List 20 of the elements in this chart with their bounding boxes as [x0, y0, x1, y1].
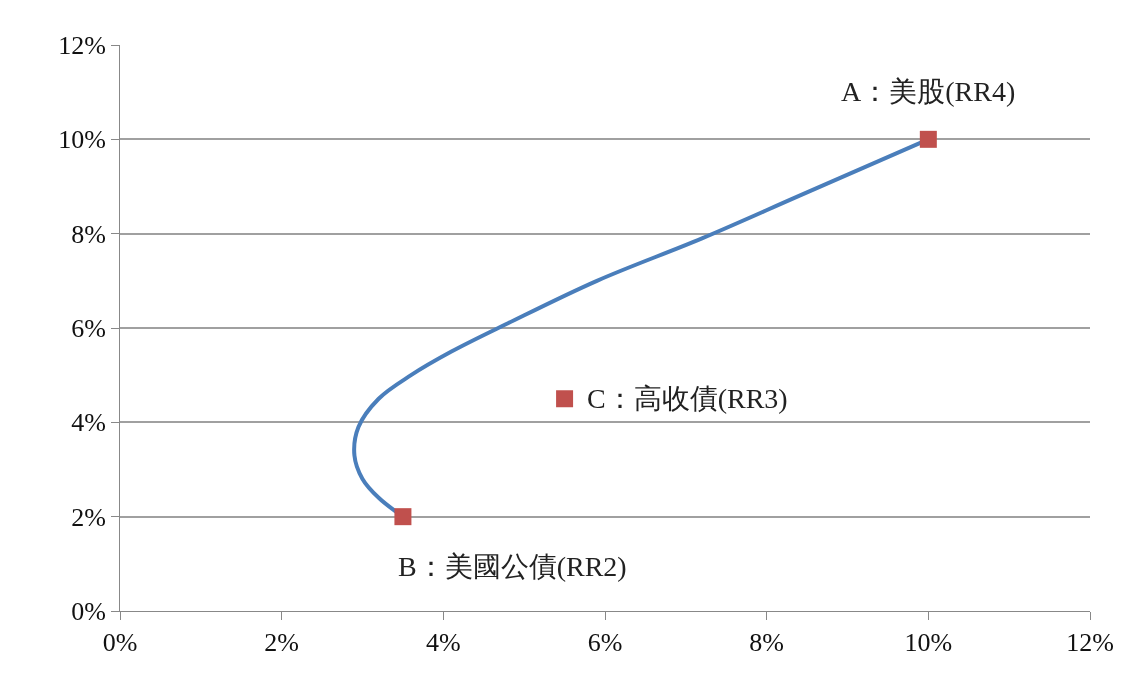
x-tick-label: 2% — [264, 628, 300, 658]
x-tick-label: 0% — [102, 628, 138, 658]
annotation: C：高收債(RR3) — [587, 383, 788, 414]
y-tick-label: 0% — [71, 597, 106, 627]
x-tick-label: 6% — [587, 628, 623, 658]
y-tick-label: 6% — [71, 314, 106, 344]
point — [556, 390, 574, 408]
point — [394, 508, 412, 526]
x-tick-label: 8% — [749, 628, 785, 658]
x-tick-label: 10% — [904, 628, 953, 658]
y-tick-label: 10% — [58, 125, 106, 155]
x-tick-label: 4% — [425, 628, 461, 658]
y-tick-label: 4% — [71, 408, 106, 438]
annotation: B：美國公債(RR2) — [398, 551, 627, 582]
y-tick-label: 12% — [58, 31, 106, 61]
x-tick-label: 12% — [1066, 628, 1114, 658]
point — [919, 130, 937, 148]
y-tick-label: 2% — [71, 502, 106, 532]
annotation: A：美股(RR4) — [841, 76, 1016, 107]
y-tick-label: 8% — [71, 219, 106, 249]
